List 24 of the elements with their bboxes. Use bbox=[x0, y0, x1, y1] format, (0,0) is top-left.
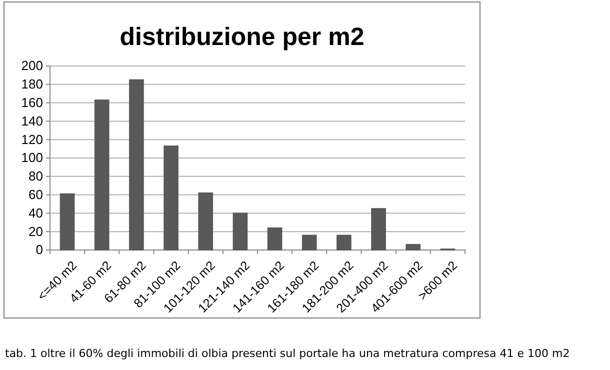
bar bbox=[198, 192, 214, 250]
y-tick-label: 160 bbox=[21, 94, 43, 110]
bar bbox=[406, 244, 421, 250]
y-tick-label: 120 bbox=[21, 132, 43, 147]
bar bbox=[232, 212, 248, 250]
y-tick-label: 20 bbox=[28, 224, 43, 239]
bar bbox=[129, 79, 144, 250]
y-tick-label: 100 bbox=[21, 150, 43, 166]
chart-title: distribuzione per m2 bbox=[120, 23, 364, 51]
y-tick-label: 140 bbox=[21, 113, 43, 128]
y-tick-label: 80 bbox=[28, 168, 43, 184]
bar bbox=[94, 100, 110, 250]
bar bbox=[371, 208, 386, 250]
y-tick-label: 60 bbox=[28, 186, 43, 202]
bar bbox=[60, 193, 75, 250]
y-tick-label: 200 bbox=[21, 58, 43, 74]
bar bbox=[164, 146, 178, 250]
bar bbox=[302, 234, 317, 250]
caption: tab. 1 oltre il 60% degli immobili di olbia presenti sul portale ha una metratura compresa 41 e 100 m2 bbox=[5, 347, 570, 360]
y-tick-label: 40 bbox=[28, 205, 43, 220]
y-tick-label: 0 bbox=[36, 242, 43, 258]
bar bbox=[336, 234, 352, 250]
bar bbox=[267, 227, 282, 250]
y-tick-label: 180 bbox=[21, 76, 43, 92]
